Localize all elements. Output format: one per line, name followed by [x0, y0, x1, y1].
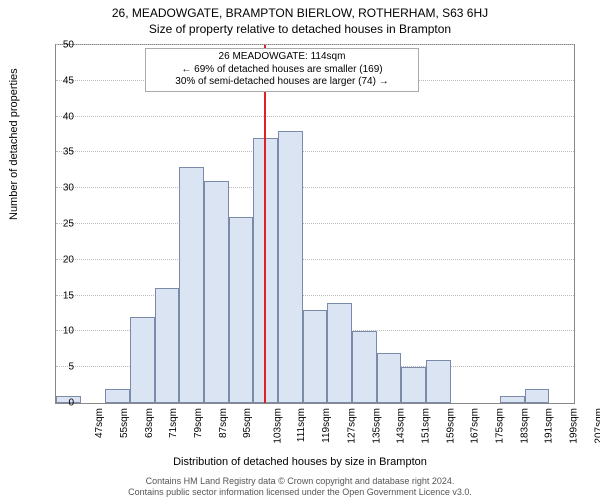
- histogram-bar: [155, 288, 180, 403]
- y-tick-label: 35: [44, 147, 74, 158]
- y-tick-label: 45: [44, 75, 74, 86]
- x-tick-label: 55sqm: [119, 408, 130, 438]
- x-tick-label: 167sqm: [470, 408, 481, 444]
- x-tick-label: 119sqm: [321, 408, 332, 443]
- annotation-line-1: 26 MEADOWGATE: 114sqm: [152, 51, 412, 64]
- footer-line-1: Contains HM Land Registry data © Crown c…: [0, 476, 600, 487]
- x-tick-label: 199sqm: [569, 408, 580, 444]
- x-tick-label: 183sqm: [519, 408, 530, 444]
- page-title-1: 26, MEADOWGATE, BRAMPTON BIERLOW, ROTHER…: [0, 0, 600, 20]
- histogram-bar: [500, 396, 525, 403]
- histogram-bar: [525, 389, 550, 403]
- x-tick-label: 111sqm: [296, 408, 307, 442]
- y-tick-label: 30: [44, 183, 74, 194]
- y-tick-label: 0: [44, 398, 74, 409]
- x-tick-label: 207sqm: [593, 408, 600, 444]
- chart-area: 26 MEADOWGATE: 114sqm ← 69% of detached …: [55, 44, 575, 404]
- histogram-bar: [303, 310, 328, 403]
- histogram-bar: [105, 389, 130, 403]
- x-tick-label: 63sqm: [144, 408, 155, 438]
- figure-root: 26, MEADOWGATE, BRAMPTON BIERLOW, ROTHER…: [0, 0, 600, 500]
- y-tick-label: 50: [44, 40, 74, 51]
- x-axis-label: Distribution of detached houses by size …: [0, 456, 600, 468]
- x-tick-label: 191sqm: [544, 408, 555, 444]
- gridline: [56, 295, 574, 296]
- footer-line-2: Contains public sector information licen…: [0, 487, 600, 498]
- histogram-bar: [426, 360, 451, 403]
- reference-line: [264, 45, 266, 403]
- gridline: [56, 187, 574, 188]
- y-tick-label: 5: [44, 362, 74, 373]
- gridline: [56, 223, 574, 224]
- plot-region: [55, 44, 575, 404]
- histogram-bar: [327, 303, 352, 403]
- x-tick-label: 87sqm: [218, 408, 229, 438]
- x-tick-label: 103sqm: [273, 408, 284, 444]
- histogram-bar: [278, 131, 303, 403]
- histogram-bar: [377, 353, 402, 403]
- annotation-box: 26 MEADOWGATE: 114sqm ← 69% of detached …: [145, 48, 419, 92]
- x-tick-label: 47sqm: [94, 408, 105, 438]
- x-tick-label: 71sqm: [168, 408, 179, 438]
- histogram-bar: [204, 181, 229, 403]
- y-tick-label: 20: [44, 254, 74, 265]
- x-tick-label: 79sqm: [193, 408, 204, 438]
- y-tick-label: 15: [44, 290, 74, 301]
- x-tick-label: 127sqm: [347, 408, 358, 444]
- page-title-2: Size of property relative to detached ho…: [0, 20, 600, 36]
- y-tick-label: 40: [44, 111, 74, 122]
- x-tick-label: 143sqm: [396, 408, 407, 444]
- histogram-bar: [401, 367, 426, 403]
- gridline: [56, 259, 574, 260]
- x-tick-label: 95sqm: [242, 408, 253, 438]
- gridline: [56, 44, 574, 45]
- annotation-line-2: ← 69% of detached houses are smaller (16…: [152, 64, 412, 77]
- histogram-bar: [130, 317, 155, 403]
- y-tick-label: 25: [44, 219, 74, 230]
- y-tick-label: 10: [44, 326, 74, 337]
- annotation-line-3: 30% of semi-detached houses are larger (…: [152, 76, 412, 89]
- y-axis-label: Number of detached properties: [8, 68, 20, 220]
- histogram-bar: [229, 217, 254, 403]
- histogram-bar: [179, 167, 204, 403]
- x-tick-label: 135sqm: [371, 408, 382, 444]
- gridline: [56, 116, 574, 117]
- x-tick-label: 159sqm: [445, 408, 456, 444]
- footer: Contains HM Land Registry data © Crown c…: [0, 476, 600, 498]
- histogram-bar: [352, 331, 377, 403]
- x-tick-label: 151sqm: [421, 408, 432, 444]
- gridline: [56, 151, 574, 152]
- x-tick-label: 175sqm: [495, 408, 506, 444]
